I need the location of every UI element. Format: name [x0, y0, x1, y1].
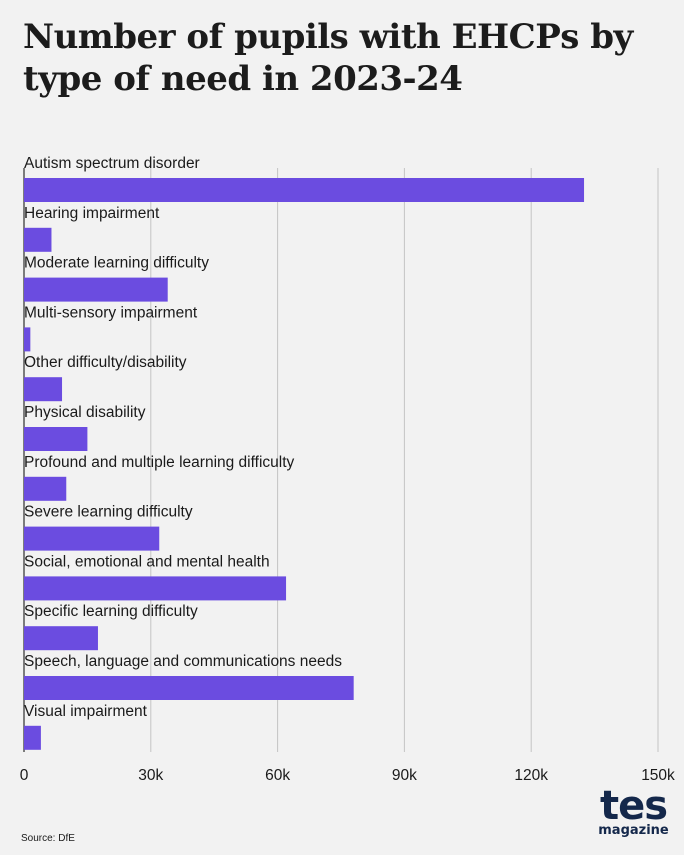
- x-tick-label: 0: [20, 767, 29, 784]
- x-tick-label: 30k: [138, 767, 163, 784]
- logo-subtitle: magazine: [598, 823, 669, 838]
- bars: [24, 178, 585, 750]
- bar: [24, 526, 160, 551]
- x-tick-label: 120k: [514, 767, 548, 784]
- x-tick-label: 60k: [265, 767, 290, 784]
- category-label: Severe learning difficulty: [24, 504, 193, 521]
- category-label: Hearing impairment: [24, 205, 160, 222]
- category-label: Specific learning difficulty: [24, 603, 198, 620]
- category-label: Visual impairment: [24, 703, 148, 720]
- x-axis-ticks: 0 30k 60k 90k 120k 150k: [20, 767, 675, 784]
- chart-title: Number of pupils with EHCPs by type of n…: [23, 17, 633, 99]
- category-label: Other difficulty/disability: [24, 354, 187, 371]
- category-label: Speech, language and communications need…: [24, 653, 342, 670]
- bar: [24, 327, 31, 352]
- bar: [24, 725, 41, 750]
- gridlines: [23, 168, 659, 752]
- x-tick-label: 150k: [641, 767, 675, 784]
- category-label: Autism spectrum disorder: [24, 155, 200, 172]
- bar: [24, 576, 287, 601]
- bar: [24, 626, 98, 651]
- category-labels: Autism spectrum disorder Hearing impairme…: [24, 155, 342, 720]
- category-label: Multi-sensory impairment: [24, 304, 198, 321]
- logo-wordmark: tes: [599, 783, 668, 829]
- bar: [24, 377, 63, 402]
- bar: [24, 476, 67, 501]
- source-note: Source: DfE: [21, 833, 75, 844]
- category-label: Profound and multiple learning difficult…: [24, 454, 295, 471]
- category-label: Physical disability: [24, 404, 146, 421]
- bar: [24, 277, 168, 302]
- bar: [24, 227, 52, 252]
- category-label: Social, emotional and mental health: [24, 553, 270, 570]
- bar: [24, 427, 88, 451]
- bar: [24, 676, 354, 700]
- category-label: Moderate learning difficulty: [24, 255, 209, 272]
- tes-magazine-logo: tes magazine: [596, 786, 671, 838]
- bar: [24, 178, 585, 202]
- x-tick-label: 90k: [392, 767, 417, 784]
